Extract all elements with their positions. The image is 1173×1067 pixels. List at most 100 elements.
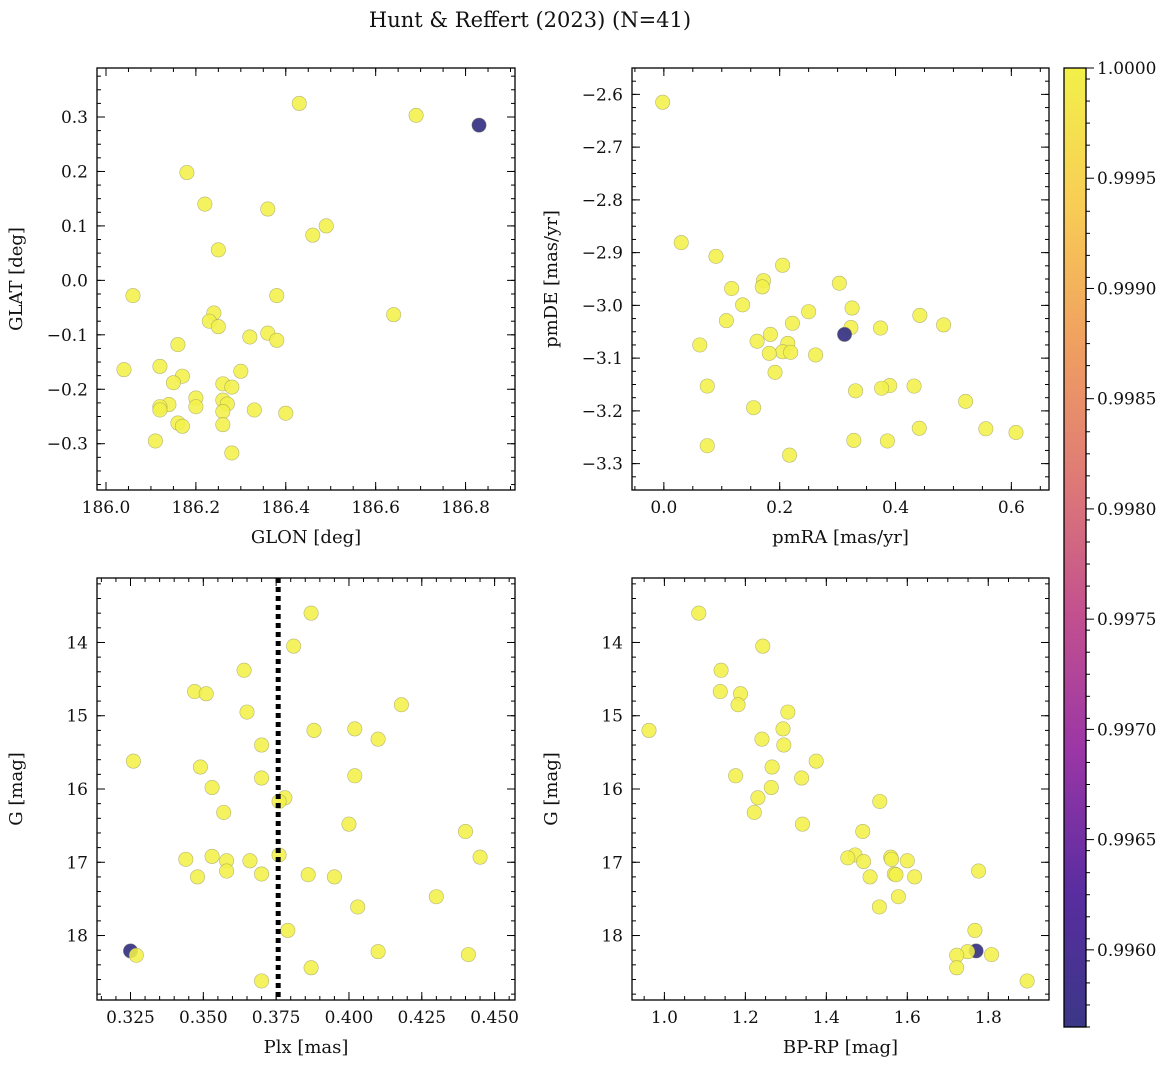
scatter-point — [178, 851, 194, 867]
panel-pmra-pmde: 0.0 0.2 0.4 0.6 −3.3 −3.2 −3.1 −3.0 −2.9 −2.8 −2.7… — [541, 67, 1050, 548]
x-tick-label: 0.400 — [325, 1008, 374, 1028]
scatter-point — [254, 866, 270, 882]
scatter-point — [189, 869, 205, 885]
colorbar-gradient — [1064, 68, 1086, 1027]
scatter-point — [971, 863, 987, 879]
scatter-point — [856, 854, 872, 870]
scatter-point — [846, 432, 862, 448]
scatter-point — [128, 947, 144, 963]
x-tick-label: 186.6 — [351, 498, 400, 518]
colorbar: 0.9960 0.9965 0.9970 0.9975 0.9980 0.9985 0.99… — [1063, 59, 1156, 1028]
scatter-point — [735, 297, 751, 313]
data-layer — [116, 95, 487, 461]
scatter-point — [246, 402, 262, 418]
scatter-point — [784, 315, 800, 331]
scatter-point — [125, 288, 141, 304]
scatter-point — [370, 731, 386, 747]
scatter-point — [152, 402, 168, 418]
scatter-point — [303, 960, 319, 976]
y-tick-label: 0.0 — [61, 271, 88, 291]
y-tick-label: 0.3 — [61, 108, 88, 128]
figure-title: Hunt & Reffert (2023) (N=41) — [369, 8, 691, 32]
scatter-point — [216, 804, 232, 820]
x-tick-label: 0.0 — [650, 498, 677, 518]
scatter-point — [775, 257, 791, 273]
scatter-point — [691, 605, 707, 621]
scatter-point — [907, 869, 923, 885]
scatter-point — [844, 300, 860, 316]
y-tick-label: 18 — [601, 927, 623, 947]
y-tick-label: 0.1 — [61, 217, 88, 237]
scatter-point — [728, 768, 744, 784]
scatter-point — [271, 847, 287, 863]
scatter-point — [198, 686, 214, 702]
x-tick-label: 1.6 — [894, 1008, 921, 1028]
scatter-point — [269, 288, 285, 304]
scatter-point — [318, 218, 334, 234]
colorbar-tick-label: 0.9960 — [1097, 941, 1156, 961]
scatter-point — [724, 280, 740, 296]
x-tick-label: 0.6 — [998, 498, 1025, 518]
x-tick-label: 1.0 — [651, 1008, 678, 1028]
scatter-point — [872, 320, 888, 336]
scatter-point — [326, 869, 342, 885]
x-tick-label: 1.2 — [732, 1008, 759, 1028]
scatter-point — [370, 944, 386, 960]
x-tick-label: 0.425 — [397, 1008, 446, 1028]
scatter-point — [767, 364, 783, 380]
scatter-point — [718, 313, 734, 329]
x-axis-label: pmRA [mas/yr] — [772, 527, 909, 548]
scatter-point — [192, 759, 208, 775]
x-axis-label: BP-RP [mag] — [783, 1037, 898, 1058]
axes-frame — [631, 67, 1050, 491]
scatter-point — [761, 345, 777, 361]
axes-frame — [631, 577, 1050, 1001]
scatter-point — [780, 704, 796, 720]
scatter-point — [147, 433, 163, 449]
scatter-point — [300, 867, 316, 883]
scatter-point — [750, 790, 766, 806]
data-layer — [655, 94, 1024, 463]
scatter-point — [699, 378, 715, 394]
scatter-point — [879, 433, 895, 449]
scatter-point — [116, 362, 132, 378]
scatter-point — [699, 438, 715, 454]
y-tick-label: 14 — [601, 633, 623, 653]
scatter-point — [197, 196, 213, 212]
scatter-point — [783, 344, 799, 360]
scatter-point — [219, 863, 235, 879]
y-tick-label: 17 — [601, 853, 623, 873]
colorbar-tick-label: 1.0000 — [1097, 59, 1156, 79]
scatter-point — [763, 780, 779, 796]
scatter-point — [408, 107, 424, 123]
scatter-point — [278, 405, 294, 421]
scatter-point — [306, 722, 322, 738]
x-tick-label: 186.0 — [82, 498, 131, 518]
y-tick-label: 14 — [66, 633, 88, 653]
scatter-point — [782, 447, 798, 463]
scatter-point — [754, 731, 770, 747]
scatter-point — [899, 853, 915, 869]
scatter-point — [890, 889, 906, 905]
scatter-point — [754, 279, 770, 295]
scatter-point — [305, 227, 321, 243]
colorbar-tick-label: 0.9970 — [1097, 720, 1156, 740]
scatter-point — [730, 697, 746, 713]
y-tick-label: −2.9 — [582, 244, 623, 264]
scatter-point — [776, 737, 792, 753]
y-tick-label: 18 — [66, 927, 88, 947]
scatter-point — [242, 329, 258, 345]
scatter-point — [808, 753, 824, 769]
scatter-point — [303, 605, 319, 621]
scatter-point — [280, 922, 296, 938]
scatter-point — [125, 753, 141, 769]
colorbar-tick-label: 0.9965 — [1097, 831, 1156, 851]
scatter-point — [254, 973, 270, 989]
x-tick-label: 0.350 — [179, 1008, 228, 1028]
data-layer — [641, 605, 1035, 989]
y-tick-label: −3.1 — [582, 349, 623, 369]
panel-bprp-g: 1.0 1.2 1.4 1.6 1.8 14 15 16 17 18 BP-RP [mag] G [m… — [541, 577, 1050, 1058]
colorbar-tick-label: 0.9985 — [1097, 390, 1156, 410]
scatter-point — [460, 947, 476, 963]
